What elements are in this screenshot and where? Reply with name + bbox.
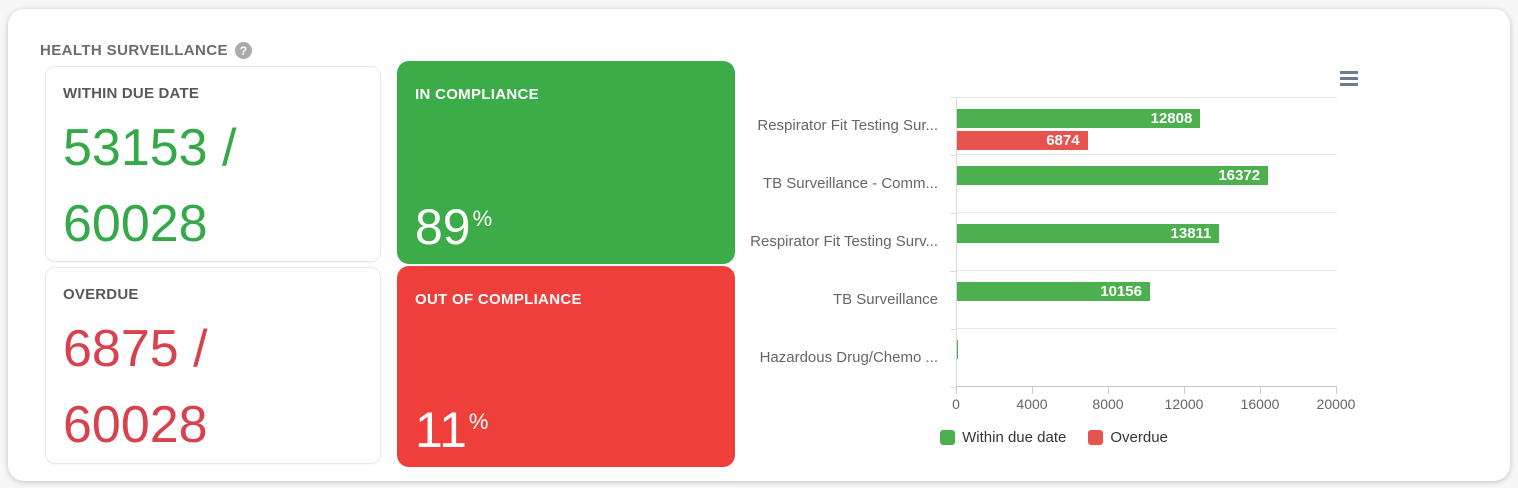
percent-sign: % [472, 206, 493, 232]
legend-item-within-due-date[interactable]: Within due date [940, 429, 1066, 446]
y-axis-tick [950, 329, 956, 330]
percent-sign: % [468, 409, 489, 435]
overdue-card: OVERDUE 6875 / 60028 [45, 267, 381, 464]
bar-value-label: 12808 [1150, 110, 1193, 127]
out-of-compliance-label: OUT OF COMPLIANCE [415, 291, 582, 308]
bar-within-due-date[interactable]: 12808 [957, 109, 1201, 128]
x-axis-label: 4000 [1016, 396, 1048, 412]
chart-row: Respirator Fit Testing Sur... 12808 6874 [748, 97, 1337, 155]
chart-row: Hazardous Drug/Chemo ... [748, 329, 1337, 387]
health-surveillance-panel: HEALTH SURVEILLANCE ? WITHIN DUE DATE 53… [8, 9, 1510, 481]
chart-menu-icon[interactable] [1340, 71, 1358, 89]
plot-cell: 10156 [956, 271, 1337, 329]
y-axis-tick [950, 213, 956, 214]
bar-within-due-date[interactable]: 13811 [957, 224, 1220, 243]
bar-overdue[interactable]: 6874 [957, 131, 1088, 150]
hamburger-line [1340, 83, 1358, 86]
bar-within-due-date[interactable]: 10156 [957, 282, 1150, 301]
within-due-date-value-line1: 53153 / [63, 119, 237, 177]
chart-plot-area: Respirator Fit Testing Sur... 12808 6874 TB… [748, 97, 1337, 387]
legend-label: Overdue [1110, 429, 1168, 446]
panel-header: HEALTH SURVEILLANCE ? [40, 42, 252, 59]
chart-row: TB Surveillance - Comm... 16372 [748, 155, 1337, 213]
hamburger-line [1340, 71, 1358, 74]
overdue-value-line2: 60028 [63, 396, 208, 454]
in-compliance-label: IN COMPLIANCE [415, 86, 539, 103]
chart-legend: Within due date Overdue [748, 429, 1360, 446]
legend-swatch [1088, 430, 1104, 445]
bar-value-label: 6874 [1046, 132, 1080, 149]
chart-row: Respirator Fit Testing Surv... 13811 [748, 213, 1337, 271]
hamburger-line [1340, 77, 1358, 80]
within-due-date-value-line2: 60028 [63, 195, 208, 253]
category-label: TB Surveillance - Comm... [762, 175, 938, 192]
x-axis-label: 0 [952, 396, 960, 412]
x-axis-tick [1336, 387, 1337, 394]
page-title: HEALTH SURVEILLANCE [40, 42, 228, 59]
bar-value-label: 13811 [1170, 225, 1212, 242]
x-axis-tick [1032, 387, 1033, 394]
y-axis-tick [950, 271, 956, 272]
in-compliance-card: IN COMPLIANCE 89% [397, 61, 735, 264]
within-due-date-value: 53153 / 60028 [63, 110, 363, 262]
x-axis-tick [1108, 387, 1109, 394]
x-axis-label: 20000 [1316, 396, 1356, 412]
category-label: Hazardous Drug/Chemo ... [759, 349, 938, 366]
in-compliance-number: 89 [415, 199, 471, 255]
overdue-label: OVERDUE [63, 286, 139, 303]
x-axis-tick [1260, 387, 1261, 394]
bar-value-label: 16372 [1218, 167, 1261, 184]
compliance-bar-chart: Respirator Fit Testing Sur... 12808 6874 TB… [748, 59, 1360, 459]
overdue-value-line1: 6875 / [63, 320, 208, 378]
bar-value-label: 10156 [1100, 283, 1142, 300]
x-axis-tick [956, 387, 957, 394]
legend-swatch [940, 430, 956, 445]
plot-cell: 13811 [956, 213, 1337, 271]
out-of-compliance-number: 11 [415, 402, 467, 458]
help-icon[interactable]: ? [234, 42, 252, 59]
x-axis-label: 16000 [1240, 396, 1280, 412]
y-axis-tick [950, 155, 956, 156]
out-of-compliance-percentage: 11% [415, 405, 488, 455]
x-axis-tick [1184, 387, 1185, 394]
legend-label: Within due date [962, 429, 1067, 446]
x-axis-label: 8000 [1092, 396, 1124, 412]
overdue-value: 6875 / 60028 [63, 311, 363, 463]
chart-row: TB Surveillance 10156 [748, 271, 1337, 329]
category-label: TB Surveillance [832, 291, 938, 308]
legend-item-overdue[interactable]: Overdue [1088, 429, 1168, 446]
y-axis-tick [950, 387, 956, 388]
x-axis-label: 12000 [1164, 396, 1204, 412]
category-label: Respirator Fit Testing Surv... [750, 233, 938, 250]
out-of-compliance-card: OUT OF COMPLIANCE 11% [397, 266, 735, 467]
category-label: Respirator Fit Testing Sur... [757, 117, 938, 134]
plot-cell: 12808 6874 [956, 97, 1337, 155]
bar-within-due-date[interactable]: 16372 [957, 166, 1269, 185]
within-due-date-label: WITHIN DUE DATE [63, 85, 200, 102]
plot-cell: 16372 [956, 155, 1337, 213]
within-due-date-card: WITHIN DUE DATE 53153 / 60028 [45, 66, 381, 262]
y-axis-tick [950, 97, 956, 98]
in-compliance-percentage: 89% [415, 202, 492, 252]
plot-cell [956, 329, 1337, 387]
